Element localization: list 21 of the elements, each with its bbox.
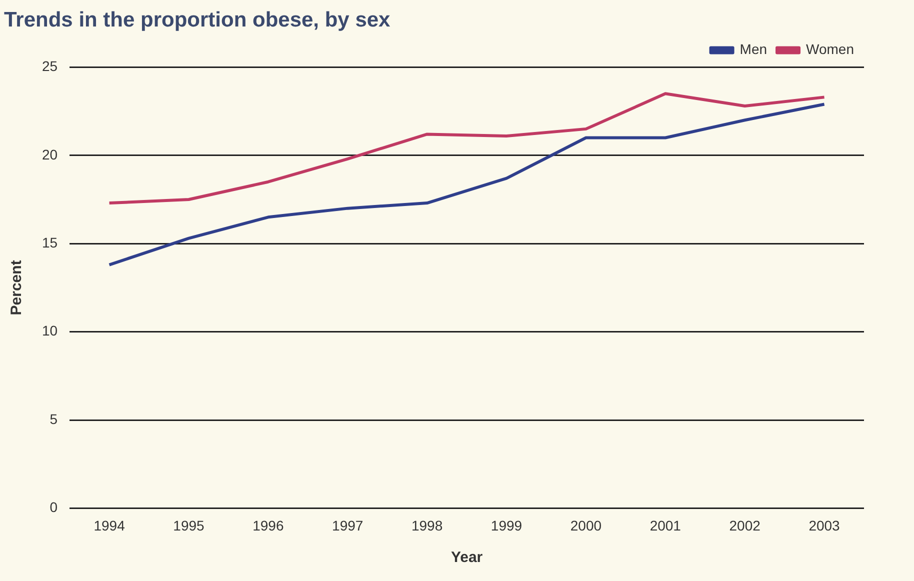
- y-tick-label: 0: [50, 499, 58, 516]
- chart-title: Trends in the proportion obese, by sex: [4, 8, 391, 32]
- y-axis-title: Percent: [8, 260, 26, 316]
- y-tick-label: 5: [50, 410, 58, 427]
- y-tick-label: 15: [42, 234, 58, 250]
- x-tick-label: 1998: [411, 517, 443, 534]
- legend-label: Women: [806, 41, 854, 58]
- x-tick-label: 1995: [173, 517, 205, 534]
- x-tick-label: 1994: [94, 517, 126, 534]
- x-tick-label: 2003: [808, 517, 840, 534]
- x-tick-label: 1997: [332, 517, 364, 534]
- x-tick-label: 1999: [490, 517, 522, 534]
- x-tick-label: 1996: [252, 517, 284, 534]
- y-tick-label: 10: [42, 322, 58, 339]
- x-tick-label: 2001: [650, 517, 682, 534]
- legend-label: Men: [740, 41, 768, 58]
- x-tick-label: 2000: [570, 517, 602, 534]
- x-axis-title: Year: [450, 549, 483, 566]
- y-tick-label: 20: [42, 146, 58, 162]
- x-tick-label: 2002: [729, 517, 761, 534]
- y-tick-label: 25: [42, 58, 58, 74]
